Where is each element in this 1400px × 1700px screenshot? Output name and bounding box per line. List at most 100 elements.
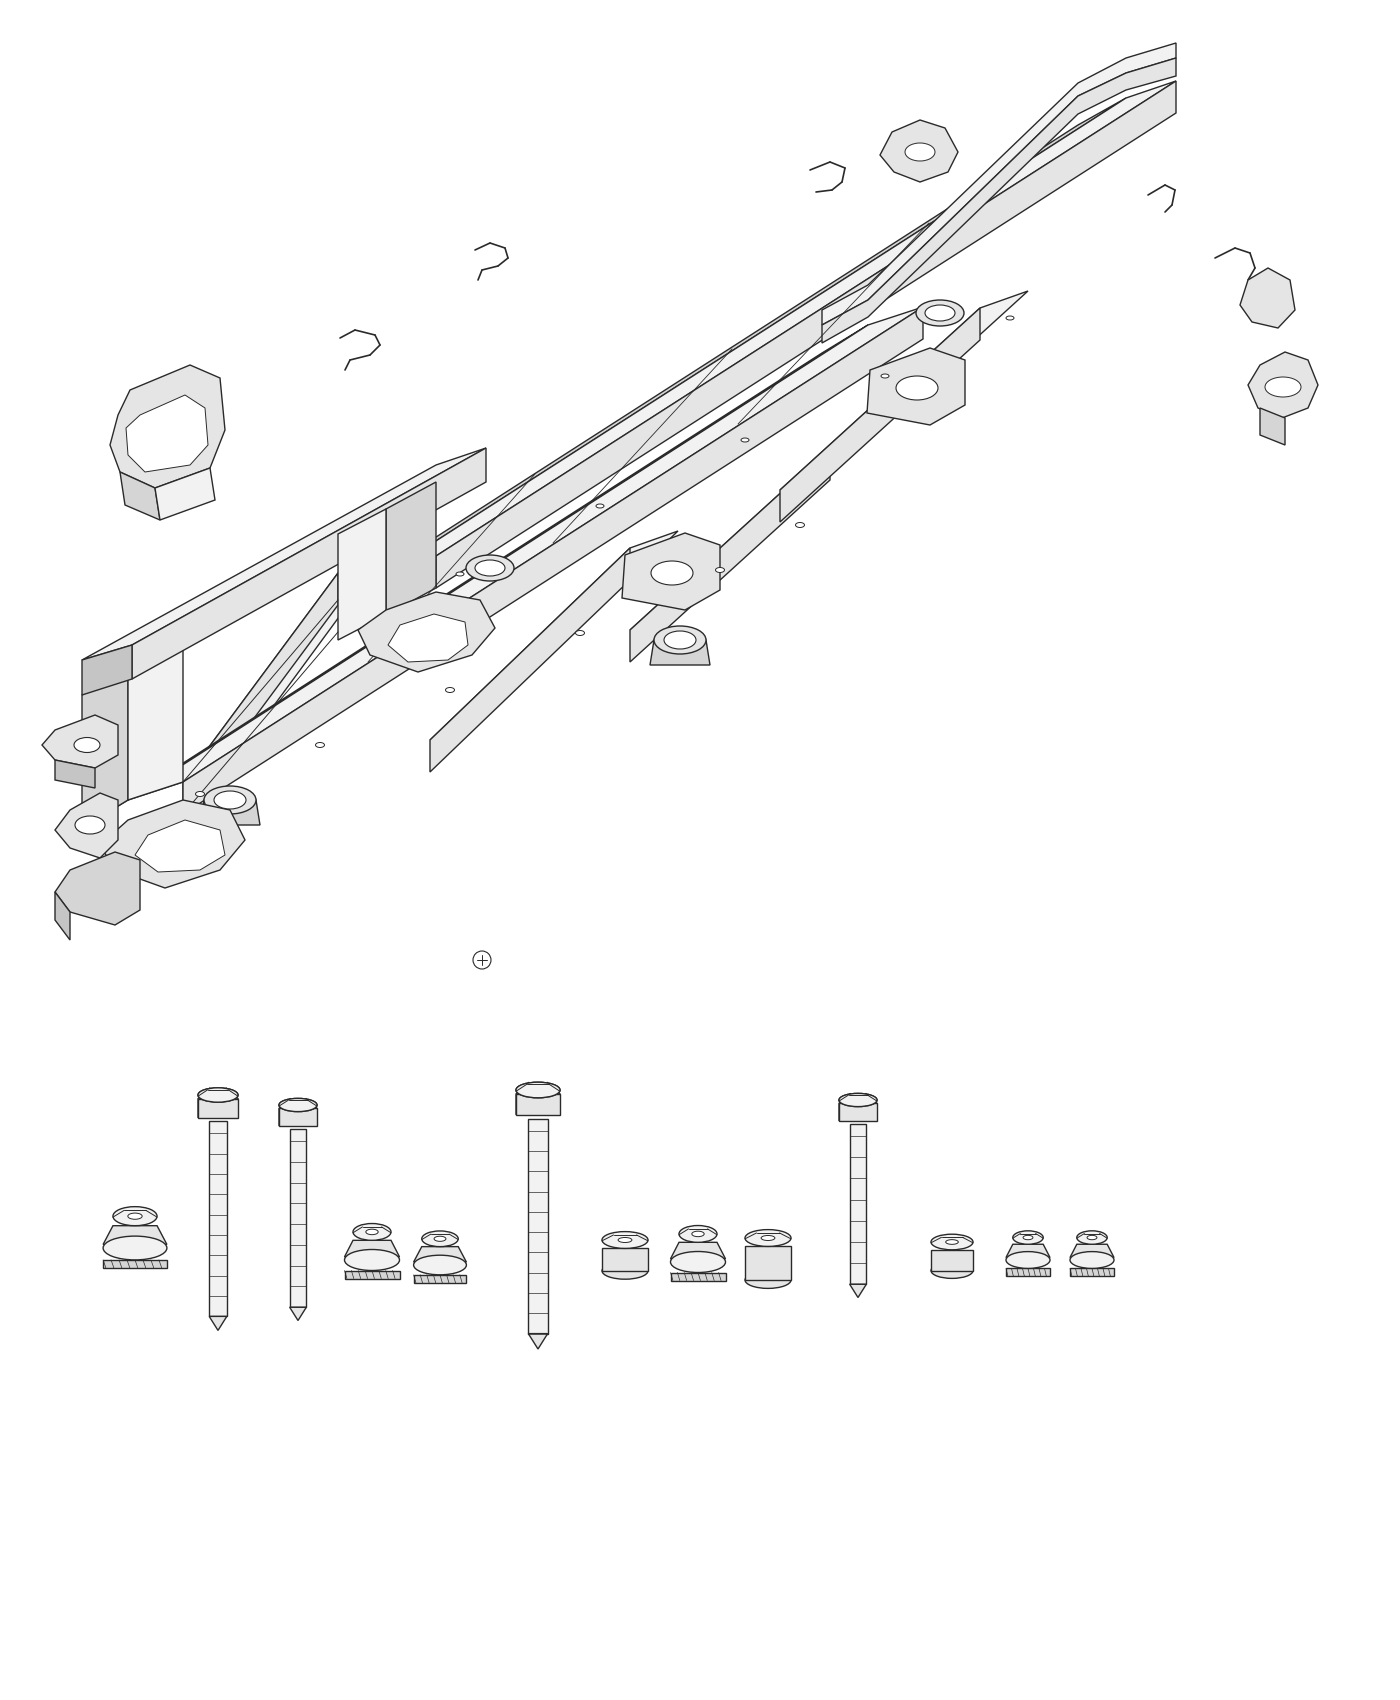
Polygon shape xyxy=(622,534,720,610)
Polygon shape xyxy=(1070,1244,1114,1258)
Polygon shape xyxy=(337,99,1126,600)
Ellipse shape xyxy=(353,1224,391,1241)
Ellipse shape xyxy=(931,1234,973,1250)
Ellipse shape xyxy=(1077,1231,1107,1244)
Polygon shape xyxy=(279,1098,290,1125)
Polygon shape xyxy=(344,1270,399,1278)
Ellipse shape xyxy=(881,374,889,377)
Polygon shape xyxy=(344,1241,399,1256)
Ellipse shape xyxy=(197,1088,238,1102)
Ellipse shape xyxy=(745,1272,791,1289)
Ellipse shape xyxy=(762,1236,776,1241)
Polygon shape xyxy=(517,1083,529,1115)
Ellipse shape xyxy=(596,503,603,508)
Polygon shape xyxy=(430,547,630,772)
Polygon shape xyxy=(83,449,486,660)
Ellipse shape xyxy=(344,1250,399,1270)
Ellipse shape xyxy=(839,1093,876,1107)
Polygon shape xyxy=(822,42,1176,325)
Polygon shape xyxy=(155,468,216,520)
Ellipse shape xyxy=(104,1236,167,1260)
Polygon shape xyxy=(1240,269,1295,328)
Ellipse shape xyxy=(715,568,725,573)
Polygon shape xyxy=(931,1250,973,1270)
Polygon shape xyxy=(386,82,1176,573)
Polygon shape xyxy=(850,1124,867,1284)
Polygon shape xyxy=(83,663,127,828)
Polygon shape xyxy=(388,614,468,661)
Polygon shape xyxy=(881,121,958,182)
Polygon shape xyxy=(42,716,118,768)
Ellipse shape xyxy=(214,790,246,809)
Ellipse shape xyxy=(602,1231,648,1248)
Polygon shape xyxy=(55,792,118,858)
Polygon shape xyxy=(126,394,209,473)
Polygon shape xyxy=(413,1246,466,1261)
Ellipse shape xyxy=(315,743,325,748)
Ellipse shape xyxy=(127,1214,143,1219)
Ellipse shape xyxy=(456,571,463,576)
Polygon shape xyxy=(630,432,878,631)
Ellipse shape xyxy=(904,143,935,162)
Ellipse shape xyxy=(204,785,256,814)
Polygon shape xyxy=(225,1088,238,1119)
Polygon shape xyxy=(127,644,183,801)
Polygon shape xyxy=(111,366,225,488)
Ellipse shape xyxy=(279,1098,316,1112)
Polygon shape xyxy=(83,644,132,695)
Ellipse shape xyxy=(197,1088,238,1102)
Ellipse shape xyxy=(664,631,696,649)
Ellipse shape xyxy=(1012,1231,1043,1244)
Polygon shape xyxy=(55,760,95,789)
Ellipse shape xyxy=(692,1231,704,1236)
Polygon shape xyxy=(850,1284,867,1297)
Ellipse shape xyxy=(602,1263,648,1278)
Polygon shape xyxy=(200,801,260,824)
Ellipse shape xyxy=(741,439,749,442)
Ellipse shape xyxy=(517,1083,560,1098)
Polygon shape xyxy=(602,1248,648,1272)
Polygon shape xyxy=(183,552,386,782)
Ellipse shape xyxy=(651,561,693,585)
Ellipse shape xyxy=(916,299,965,326)
Polygon shape xyxy=(435,82,1176,588)
Polygon shape xyxy=(55,892,70,940)
Ellipse shape xyxy=(671,1251,725,1273)
Polygon shape xyxy=(134,819,225,872)
Polygon shape xyxy=(55,852,140,925)
Polygon shape xyxy=(104,1260,167,1268)
Ellipse shape xyxy=(679,1226,717,1243)
Ellipse shape xyxy=(279,1098,316,1112)
Polygon shape xyxy=(865,1093,876,1120)
Polygon shape xyxy=(197,1098,238,1119)
Polygon shape xyxy=(337,508,386,639)
Polygon shape xyxy=(279,1108,316,1125)
Ellipse shape xyxy=(617,1238,631,1243)
Ellipse shape xyxy=(1007,316,1014,320)
Ellipse shape xyxy=(74,738,99,753)
Polygon shape xyxy=(290,1129,307,1307)
Ellipse shape xyxy=(434,1236,447,1241)
Ellipse shape xyxy=(421,1231,458,1246)
Polygon shape xyxy=(528,1119,547,1333)
Polygon shape xyxy=(650,639,710,665)
Polygon shape xyxy=(671,1273,725,1280)
Polygon shape xyxy=(99,801,245,887)
Polygon shape xyxy=(822,58,1176,343)
Ellipse shape xyxy=(745,1229,791,1246)
Polygon shape xyxy=(517,1093,560,1115)
Polygon shape xyxy=(183,573,337,814)
Polygon shape xyxy=(386,483,435,615)
Polygon shape xyxy=(183,308,923,814)
Ellipse shape xyxy=(1086,1236,1098,1239)
Ellipse shape xyxy=(1070,1251,1114,1268)
Ellipse shape xyxy=(413,1255,466,1275)
Polygon shape xyxy=(305,1098,316,1125)
Ellipse shape xyxy=(365,1229,378,1234)
Ellipse shape xyxy=(946,1239,958,1244)
Polygon shape xyxy=(358,592,496,672)
Polygon shape xyxy=(867,348,965,425)
Ellipse shape xyxy=(896,376,938,399)
Polygon shape xyxy=(671,1243,725,1258)
Polygon shape xyxy=(839,1093,850,1120)
